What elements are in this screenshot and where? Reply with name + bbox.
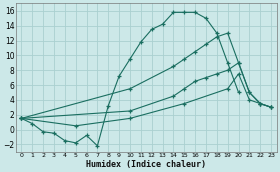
X-axis label: Humidex (Indice chaleur): Humidex (Indice chaleur) — [86, 159, 206, 169]
